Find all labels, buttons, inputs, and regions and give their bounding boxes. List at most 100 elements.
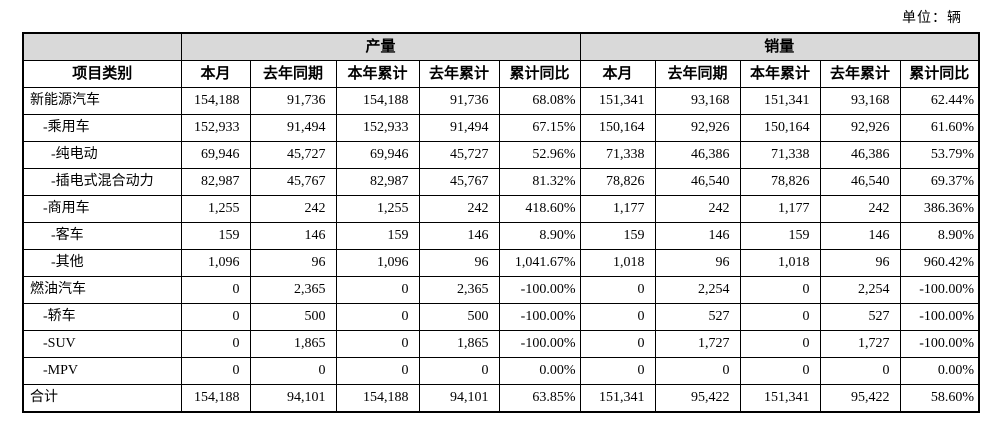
row-category: -商用车 (22, 195, 182, 223)
column-header: 去年累计 (819, 60, 901, 88)
value-cell: 152,933 (180, 114, 251, 142)
column-header: 本月 (180, 60, 251, 88)
value-cell: 71,338 (579, 141, 656, 169)
value-cell: 146 (654, 222, 741, 250)
value-cell: 1,018 (739, 249, 821, 277)
yoy-percent-cell: 386.36% (899, 195, 980, 223)
value-cell: 0 (335, 303, 420, 331)
value-cell: 151,341 (579, 384, 656, 413)
value-cell: 93,168 (819, 87, 901, 115)
value-cell: 1,255 (180, 195, 251, 223)
value-cell: 2,365 (249, 276, 337, 304)
value-cell: 0 (739, 303, 821, 331)
value-cell: 2,365 (418, 276, 500, 304)
value-cell: 78,826 (739, 168, 821, 196)
value-cell: 151,341 (739, 87, 821, 115)
column-header: 本年累计 (335, 60, 420, 88)
value-cell: 1,255 (335, 195, 420, 223)
value-cell: 0 (579, 357, 656, 385)
column-header: 去年累计 (418, 60, 500, 88)
value-cell: 500 (249, 303, 337, 331)
column-header: 去年同期 (249, 60, 337, 88)
table-row: -插电式混合动力 82,987 45,767 82,987 45,767 81.32% 78… (22, 168, 980, 196)
value-cell: 0 (739, 357, 821, 385)
value-cell: 92,926 (654, 114, 741, 142)
table-row: -其他 1,096 96 1,096 96 1,041.67% 1,018 96 1,018 96… (22, 249, 980, 277)
value-cell: 45,767 (418, 168, 500, 196)
value-cell: 150,164 (739, 114, 821, 142)
value-cell: 0 (180, 276, 251, 304)
row-category: -轿车 (22, 303, 182, 331)
column-header: 本年累计 (739, 60, 821, 88)
value-cell: 0 (418, 357, 500, 385)
value-cell: 159 (579, 222, 656, 250)
value-cell: 0 (249, 357, 337, 385)
table-row: -乘用车 152,933 91,494 152,933 91,494 67.15% 150,… (22, 114, 980, 142)
value-cell: 1,177 (739, 195, 821, 223)
yoy-percent-cell: -100.00% (899, 303, 980, 331)
value-cell: 95,422 (819, 384, 901, 413)
value-cell: 1,018 (579, 249, 656, 277)
value-cell: 78,826 (579, 168, 656, 196)
value-cell: 0 (335, 276, 420, 304)
value-cell: 500 (418, 303, 500, 331)
value-cell: 46,540 (654, 168, 741, 196)
column-header: 累计同比 (899, 60, 980, 88)
column-header: 本月 (579, 60, 656, 88)
category-column-header: 项目类别 (22, 60, 182, 88)
value-cell: 242 (654, 195, 741, 223)
value-cell: 0 (654, 357, 741, 385)
value-cell: 69,946 (180, 141, 251, 169)
value-cell: 0 (335, 357, 420, 385)
row-category: -乘用车 (22, 114, 182, 142)
value-cell: 146 (249, 222, 337, 250)
value-cell: 0 (579, 303, 656, 331)
value-cell: 1,865 (249, 330, 337, 358)
value-cell: 0 (579, 276, 656, 304)
sales-group-header: 销量 (579, 32, 980, 61)
row-category: -SUV (22, 330, 182, 358)
value-cell: 69,946 (335, 141, 420, 169)
value-cell: 91,494 (249, 114, 337, 142)
value-cell: 91,494 (418, 114, 500, 142)
value-cell: 146 (819, 222, 901, 250)
row-category: -插电式混合动力 (22, 168, 182, 196)
value-cell: 2,254 (654, 276, 741, 304)
yoy-percent-cell: 61.60% (899, 114, 980, 142)
value-cell: 82,987 (335, 168, 420, 196)
value-cell: 0 (180, 357, 251, 385)
row-category: -客车 (22, 222, 182, 250)
column-header-row: 项目类别 本月 去年同期 本年累计 去年累计 累计同比 本月 去年同期 本年累计 去年累计 累计同… (22, 60, 980, 88)
value-cell: 1,096 (335, 249, 420, 277)
yoy-percent-cell: 1,041.67% (498, 249, 581, 277)
yoy-percent-cell: 69.37% (899, 168, 980, 196)
value-cell: 152,933 (335, 114, 420, 142)
table-row: 合计 154,188 94,101 154,188 94,101 63.85% 151,34… (22, 384, 980, 413)
yoy-percent-cell: 0.00% (498, 357, 581, 385)
value-cell: 45,727 (249, 141, 337, 169)
row-category: 燃油汽车 (22, 276, 182, 304)
value-cell: 1,727 (654, 330, 741, 358)
value-cell: 527 (819, 303, 901, 331)
yoy-percent-cell: -100.00% (498, 330, 581, 358)
value-cell: 46,386 (819, 141, 901, 169)
yoy-percent-cell: 68.08% (498, 87, 581, 115)
value-cell: 96 (654, 249, 741, 277)
yoy-percent-cell: -100.00% (498, 276, 581, 304)
value-cell: 91,736 (418, 87, 500, 115)
table-row: 新能源汽车 154,188 91,736 154,188 91,736 68.08% 151… (22, 87, 980, 115)
yoy-percent-cell: 52.96% (498, 141, 581, 169)
value-cell: 1,727 (819, 330, 901, 358)
value-cell: 0 (180, 303, 251, 331)
group-header-row: 产量 销量 (22, 32, 980, 61)
row-category: -MPV (22, 357, 182, 385)
value-cell: 71,338 (739, 141, 821, 169)
row-category: 合计 (22, 384, 182, 413)
row-category: -其他 (22, 249, 182, 277)
yoy-percent-cell: 418.60% (498, 195, 581, 223)
table-row: 燃油汽车 0 2,365 0 2,365 -100.00% 0 2,254 0 2,254 -100… (22, 276, 980, 304)
production-sales-table: 产量 销量 项目类别 本月 去年同期 本年累计 去年累计 累计同比 本月 去年同期 本年累计去… (22, 32, 981, 413)
value-cell: 46,540 (819, 168, 901, 196)
value-cell: 0 (335, 330, 420, 358)
